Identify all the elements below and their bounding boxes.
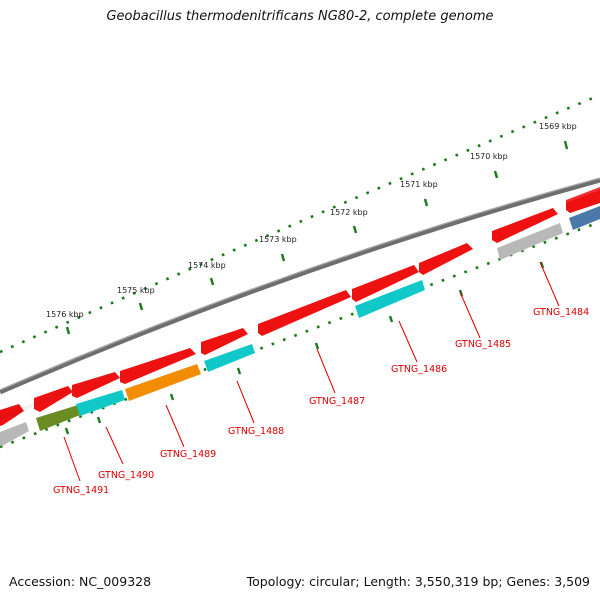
gene-feature[interactable] (76, 390, 125, 416)
gene-label[interactable]: GTNG_1486 (391, 364, 447, 375)
gene-feature[interactable] (492, 208, 558, 243)
outer-scale-ring (0, 93, 600, 354)
accession-text: Accession: NC_009328 (9, 574, 152, 589)
gene-feature[interactable] (0, 422, 29, 446)
gene-feature[interactable] (201, 328, 248, 355)
scale-label: 1570 kbp (470, 152, 508, 161)
gene-feature[interactable] (36, 405, 80, 431)
gene-feature[interactable] (497, 223, 563, 260)
scale-label: 1575 kbp (117, 286, 155, 295)
genome-summary-text: Topology: circular; Length: 3,550,319 bp… (246, 574, 590, 589)
gene-label[interactable]: GTNG_1491 (53, 485, 109, 496)
label-leaders (63, 261, 560, 482)
outer-major-ticks (65, 140, 569, 335)
scale-label: 1576 kbp (46, 310, 84, 319)
genome-backbone (0, 177, 600, 395)
gene-feature[interactable] (72, 372, 120, 398)
scale-labels: 1569 kbp 1570 kbp 1571 kbp 1572 kbp 1573… (46, 122, 577, 319)
inner-tick-ring (0, 220, 600, 449)
gene-feature[interactable] (569, 206, 600, 230)
gene-feature[interactable] (120, 348, 196, 384)
gene-feature[interactable] (204, 344, 255, 372)
gene-label[interactable]: GTNG_1487 (309, 396, 365, 407)
scale-label: 1572 kbp (330, 208, 368, 217)
gene-feature[interactable] (566, 187, 600, 213)
gene-feature[interactable] (355, 280, 425, 318)
gene-label[interactable]: GTNG_1485 (455, 339, 511, 350)
page-title: Geobacillus thermodenitrificans NG80-2, … (106, 9, 494, 24)
scale-label: 1573 kbp (259, 235, 297, 244)
gene-label[interactable]: GTNG_1488 (228, 426, 284, 437)
scale-label: 1574 kbp (188, 261, 226, 270)
gene-label[interactable]: GTNG_1484 (533, 307, 589, 318)
reverse-strand-track (0, 206, 600, 446)
forward-strand-track (0, 186, 600, 426)
gene-label[interactable]: GTNG_1490 (98, 470, 154, 481)
scale-label: 1569 kbp (539, 122, 577, 131)
gene-feature[interactable] (258, 290, 351, 336)
gene-labels: GTNG_1484 GTNG_1485 GTNG_1486 GTNG_1487 … (53, 307, 589, 496)
scale-label: 1571 kbp (400, 180, 438, 189)
gene-feature[interactable] (352, 265, 419, 302)
gene-label[interactable]: GTNG_1489 (160, 449, 216, 460)
gene-feature[interactable] (419, 243, 473, 275)
gene-feature[interactable] (125, 364, 201, 401)
